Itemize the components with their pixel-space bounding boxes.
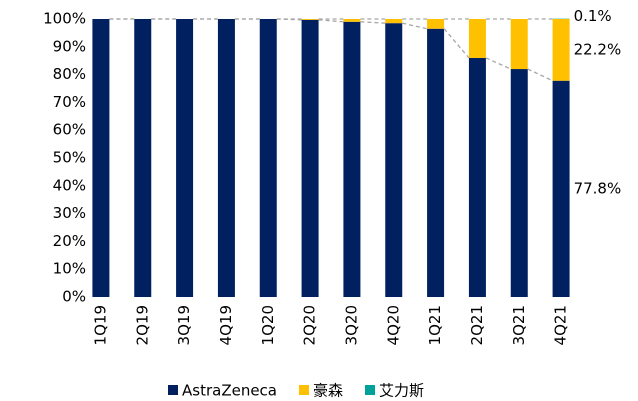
y-tick-label: 100% [43, 10, 86, 28]
x-tick-label: 2Q20 [301, 305, 319, 345]
y-tick-label: 50% [53, 149, 86, 167]
bar-segment [385, 19, 403, 24]
bar-segment [510, 19, 528, 70]
connector-line [443, 28, 470, 59]
bar-segment [217, 19, 235, 297]
connector-line [318, 19, 344, 23]
legend-label: AstraZeneca [182, 382, 277, 400]
y-tick-label: 20% [53, 232, 86, 250]
y-tick-label: 40% [53, 176, 86, 194]
bar-segment [385, 23, 403, 297]
x-tick-label: 3Q21 [510, 305, 528, 345]
bar-segment [510, 69, 528, 297]
y-tick-label: 80% [53, 65, 86, 83]
y-tick-label: 90% [53, 37, 86, 55]
legend-label: 艾力斯 [379, 382, 424, 400]
bar-segment [427, 28, 445, 297]
y-tick-label: 10% [53, 260, 86, 278]
x-tick-label: 1Q19 [91, 305, 109, 345]
bar-segment [427, 19, 445, 29]
bar-segment [92, 19, 110, 297]
x-tick-label: 2Q19 [133, 305, 151, 345]
connector-line [360, 21, 386, 24]
x-tick-label: 3Q20 [342, 305, 360, 345]
legend-swatch [299, 385, 309, 395]
bar-segment [468, 19, 486, 58]
x-tick-label: 2Q21 [468, 305, 486, 345]
bar-segment [301, 19, 319, 298]
x-tick-label: 4Q19 [217, 305, 235, 345]
y-tick-label: 0% [62, 288, 86, 306]
bar-segment [343, 19, 361, 22]
x-tick-label: 1Q20 [259, 305, 277, 345]
x-tick-label: 3Q19 [175, 305, 193, 345]
x-tick-label: 4Q21 [552, 305, 570, 345]
y-tick-label: 70% [53, 93, 86, 111]
connector-line [402, 22, 428, 30]
y-tick-label: 30% [53, 204, 86, 222]
legend-label: 豪森 [313, 382, 343, 400]
connector-line [485, 57, 512, 70]
bar-segment [259, 19, 277, 297]
data-label: 0.1% [574, 7, 612, 25]
bar-segment [176, 19, 194, 297]
bar-segment [134, 19, 152, 297]
x-tick-label: 4Q20 [384, 305, 402, 345]
data-label: 22.2% [574, 40, 622, 58]
bar-segment [552, 19, 570, 81]
x-tick-label: 1Q21 [426, 305, 444, 345]
legend-swatch [168, 385, 178, 395]
bar-segment [468, 57, 486, 297]
y-tick-label: 60% [53, 121, 86, 139]
bar-segment [301, 19, 319, 20]
data-label: 77.8% [574, 179, 622, 197]
connector-line [527, 68, 553, 82]
legend-swatch [365, 385, 376, 395]
bar-segment [343, 21, 361, 298]
bar-segment [552, 80, 570, 297]
